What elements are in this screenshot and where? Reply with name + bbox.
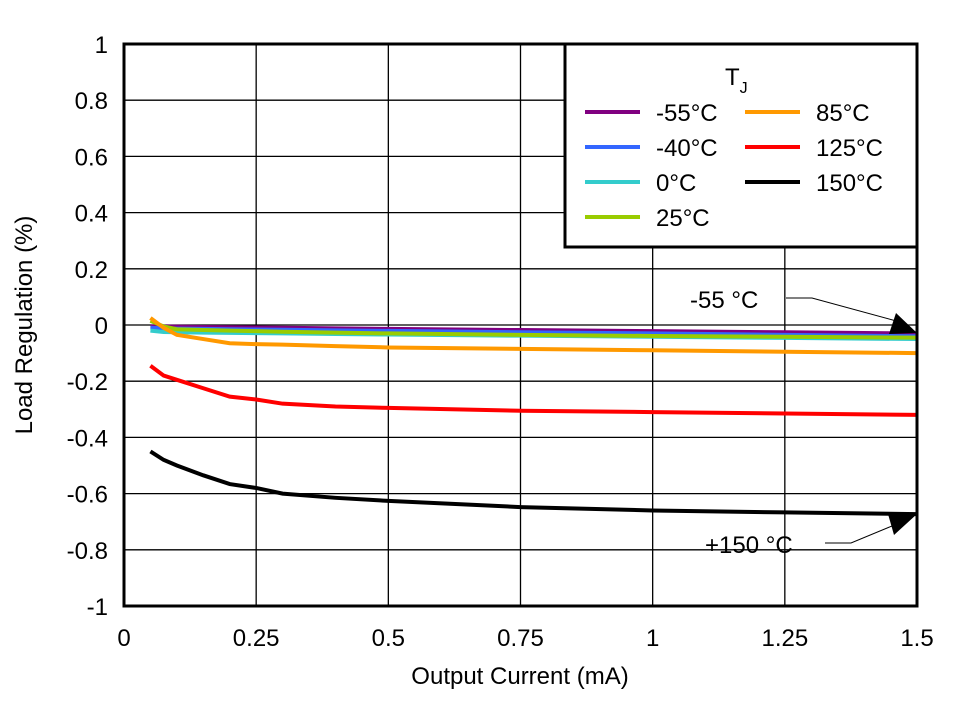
y-tick-label: 0.2 — [75, 257, 108, 284]
y-tick-labels: 1 0.8 0.6 0.4 0.2 0 -0.2 -0.4 -0.6 -0.8 -1 — [67, 32, 108, 621]
annotation-leader — [786, 297, 901, 323]
x-tick-label: 0.25 — [233, 625, 280, 652]
series-line-125°C — [149, 364, 918, 417]
annotation-arrowhead — [888, 514, 917, 535]
annotation-label: -55 °C — [690, 287, 758, 314]
series-line-85°C — [149, 316, 918, 356]
legend-label: 150°C — [816, 170, 883, 197]
annotation-plus150: +150 °C — [705, 514, 917, 559]
y-tick-label: -0.8 — [67, 538, 108, 565]
annotation-leader — [825, 525, 893, 544]
x-tick-label: 0 — [117, 625, 130, 652]
legend-label: 0°C — [656, 170, 696, 197]
y-tick-label: 0.4 — [75, 201, 108, 228]
x-tick-labels: 0 0.25 0.5 0.75 1 1.25 1.5 — [117, 625, 933, 652]
series-line-25°C — [149, 318, 918, 340]
y-tick-label: -0.6 — [67, 482, 108, 509]
y-tick-label: 0 — [95, 313, 108, 340]
legend: TJ -55°C -40°C 0°C 25°C 85°C 125°C 150°C — [563, 42, 919, 249]
series-lines — [149, 316, 918, 517]
x-axis-label: Output Current (mA) — [411, 663, 628, 690]
x-tick-label: 1.25 — [761, 625, 808, 652]
y-tick-label: 0.6 — [75, 144, 108, 171]
legend-label: -40°C — [656, 135, 718, 162]
annotation-minus55: -55 °C — [690, 287, 917, 334]
legend-label: -55°C — [656, 100, 718, 127]
x-tick-label: 0.75 — [497, 625, 544, 652]
annotation-label: +150 °C — [705, 532, 793, 559]
legend-label: 85°C — [816, 100, 870, 127]
y-tick-label: 0.8 — [75, 88, 108, 115]
x-tick-label: 1 — [646, 625, 659, 652]
y-tick-label: 1 — [95, 32, 108, 59]
legend-label: 125°C — [816, 135, 883, 162]
legend-title: TJ — [725, 64, 748, 97]
y-tick-label: -1 — [87, 594, 108, 621]
x-tick-label: 0.5 — [372, 625, 405, 652]
plot-frame — [122, 42, 919, 608]
legend-label: 25°C — [656, 205, 710, 232]
series-line-150°C — [149, 449, 918, 517]
y-axis-label: Load Regulation (%) — [11, 216, 38, 435]
x-tick-label: 1.5 — [900, 625, 933, 652]
y-tick-label: -0.2 — [67, 369, 108, 396]
annotation-arrowhead — [889, 313, 917, 334]
y-tick-label: -0.4 — [67, 425, 108, 452]
